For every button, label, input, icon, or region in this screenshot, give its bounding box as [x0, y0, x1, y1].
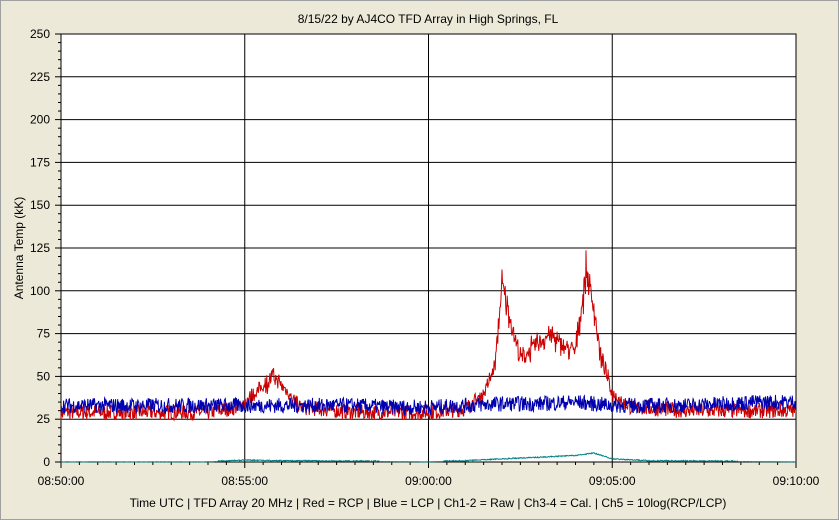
series-layer — [60, 250, 797, 463]
y-tick-label: 150 — [30, 198, 50, 212]
chart-footer: Time UTC | TFD Array 20 MHz | Red = RCP … — [130, 496, 727, 510]
y-tick-label: 25 — [37, 412, 51, 426]
x-tick-label: 09:00:00 — [405, 474, 452, 488]
x-tick-label: 08:55:00 — [221, 474, 268, 488]
y-tick-label: 225 — [30, 70, 50, 84]
series-ch5-line — [60, 451, 796, 463]
x-tick-label: 09:05:00 — [589, 474, 636, 488]
y-tick-label: 125 — [30, 241, 50, 255]
y-tick-label: 75 — [37, 327, 51, 341]
y-axis-label: Antenna Temp (kK) — [12, 197, 26, 300]
grid-lines — [61, 34, 796, 462]
x-tick-label: 09:10:00 — [773, 474, 820, 488]
y-tick-label: 175 — [30, 155, 50, 169]
y-tick-label: 0 — [43, 455, 50, 469]
x-tick-label: 08:50:00 — [38, 474, 85, 488]
minor-ticks — [55, 33, 797, 468]
y-tick-label: 250 — [30, 27, 50, 41]
x-tick-labels: 08:50:00 08:55:00 09:00:00 09:05:00 09:10:00 — [38, 474, 820, 488]
y-tick-label: 100 — [30, 284, 50, 298]
y-tick-label: 200 — [30, 113, 50, 127]
chart-title: 8/15/22 by AJ4CO TFD Array in High Sprin… — [298, 12, 559, 26]
series-lcp-line — [60, 394, 797, 417]
y-tick-label: 50 — [37, 369, 51, 383]
